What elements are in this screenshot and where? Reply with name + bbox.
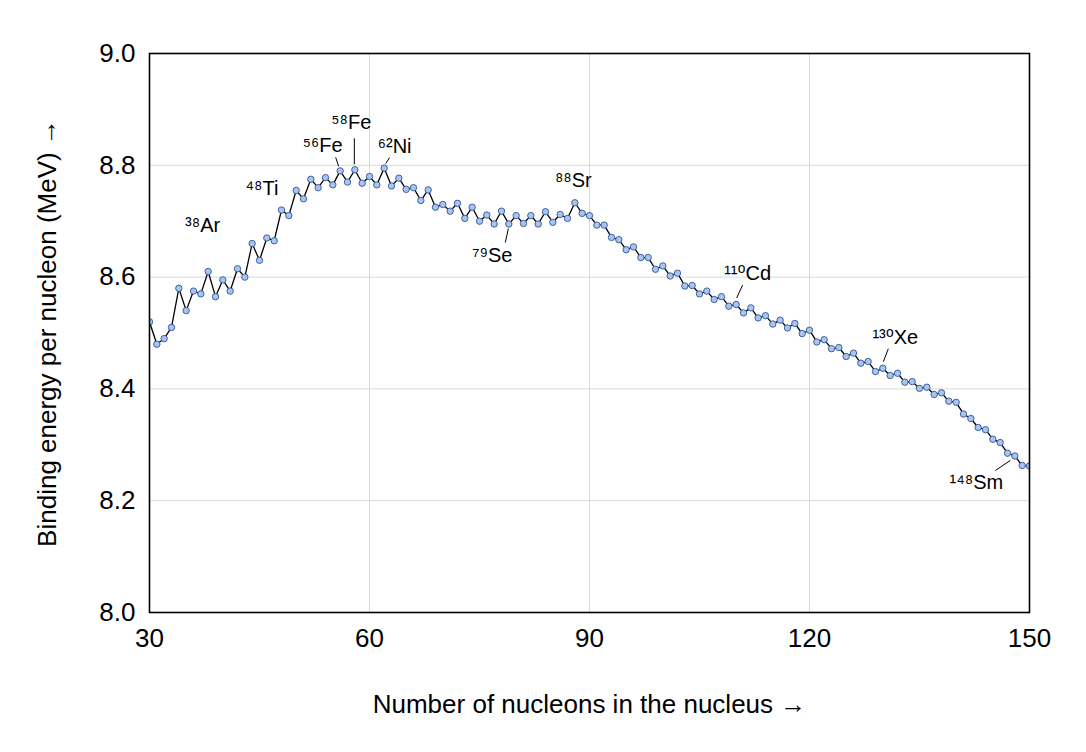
svg-text:9.0: 9.0 [99,38,135,68]
svg-text:Number of nucleons in the nucl: Number of nucleons in the nucleus → [373,689,807,719]
svg-text:60: 60 [355,623,384,653]
svg-text:⁷⁹Se: ⁷⁹Se [472,244,512,266]
svg-text:¹⁴⁸Sm: ¹⁴⁸Sm [949,471,1003,493]
svg-text:30: 30 [135,623,164,653]
svg-text:¹¹⁰Cd: ¹¹⁰Cd [724,262,771,284]
svg-text:8.4: 8.4 [99,373,135,403]
svg-text:8.2: 8.2 [99,485,135,515]
svg-text:8.6: 8.6 [99,261,135,291]
svg-text:8.0: 8.0 [99,597,135,627]
svg-text:⁸⁸Sr: ⁸⁸Sr [555,169,592,191]
svg-text:8.8: 8.8 [99,150,135,180]
svg-text:150: 150 [1008,623,1051,653]
svg-text:¹³⁰Xe: ¹³⁰Xe [872,326,918,348]
svg-text:⁶²Ni: ⁶²Ni [378,135,412,157]
svg-text:⁵⁶Fe: ⁵⁶Fe [303,134,343,156]
svg-text:90: 90 [575,623,604,653]
svg-text:Binding energy per nucleon (Me: Binding energy per nucleon (MeV) → [32,119,62,547]
svg-text:⁴⁸Ti: ⁴⁸Ti [246,177,279,199]
svg-text:³⁸Ar: ³⁸Ar [185,214,220,236]
svg-text:⁵⁸Fe: ⁵⁸Fe [331,111,371,133]
svg-text:120: 120 [788,623,831,653]
